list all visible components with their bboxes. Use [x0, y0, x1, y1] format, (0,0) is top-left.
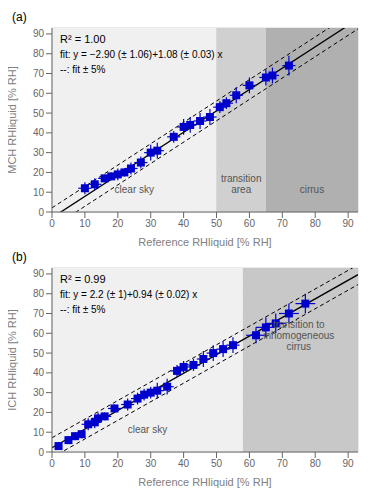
svg-text:30: 30 [145, 458, 157, 469]
svg-text:70: 70 [277, 458, 289, 469]
svg-text:30: 30 [33, 147, 45, 158]
svg-text:10: 10 [33, 427, 45, 438]
svg-text:MCH RHliquid [% RH]: MCH RHliquid [% RH] [8, 66, 18, 174]
html-text:R² = 1.00: R² = 1.00 [60, 33, 106, 45]
html-text:--: fit ± 5%: --: fit ± 5% [60, 64, 106, 75]
svg-text:90: 90 [33, 28, 45, 39]
html-text:--: fit ± 5%: --: fit ± 5% [60, 304, 106, 315]
svg-text:60: 60 [244, 218, 256, 229]
svg-text:transition toinhomogeneouscirr: transition toinhomogeneouscirrus [263, 319, 334, 352]
svg-text:50: 50 [33, 108, 45, 119]
html-text:fit: y = −2.90 (± 1.06)+1.08 (: fit: y = −2.90 (± 1.06)+1.08 (± 0.03) x [60, 49, 223, 60]
html-text:(a): (a) [12, 10, 27, 24]
svg-text:20: 20 [112, 458, 124, 469]
svg-text:0: 0 [38, 447, 44, 458]
svg-text:40: 40 [33, 367, 45, 378]
svg-text:40: 40 [178, 458, 190, 469]
svg-text:20: 20 [112, 218, 124, 229]
svg-text:50: 50 [211, 458, 223, 469]
svg-text:40: 40 [33, 127, 45, 138]
svg-text:70: 70 [33, 308, 45, 319]
svg-text:Reference RHliquid [% RH]: Reference RHliquid [% RH] [138, 476, 271, 488]
svg-text:transitionarea: transitionarea [221, 173, 262, 195]
html-text:R² = 0.99: R² = 0.99 [60, 273, 106, 285]
svg-text:30: 30 [145, 218, 157, 229]
html-text:fit: y = 2.2 (± 1)+0.94 (± 0.0: fit: y = 2.2 (± 1)+0.94 (± 0.02) x [60, 289, 198, 300]
svg-text:80: 80 [310, 218, 322, 229]
svg-text:60: 60 [33, 88, 45, 99]
svg-text:20: 20 [33, 167, 45, 178]
svg-text:40: 40 [178, 218, 190, 229]
svg-text:80: 80 [310, 458, 322, 469]
svg-text:80: 80 [33, 288, 45, 299]
svg-text:60: 60 [33, 328, 45, 339]
svg-text:cirrus: cirrus [300, 184, 324, 195]
svg-text:90: 90 [343, 458, 355, 469]
svg-text:0: 0 [38, 207, 44, 218]
svg-text:Reference RHliquid [% RH]: Reference RHliquid [% RH] [138, 236, 271, 248]
svg-text:20: 20 [33, 407, 45, 418]
svg-text:90: 90 [33, 268, 45, 279]
svg-text:ICH RHliquid [% RH]: ICH RHliquid [% RH] [8, 309, 18, 410]
svg-text:80: 80 [33, 48, 45, 59]
svg-text:90: 90 [343, 218, 355, 229]
svg-text:70: 70 [33, 68, 45, 79]
svg-text:70: 70 [277, 218, 289, 229]
html-text:(b): (b) [12, 250, 27, 264]
svg-text:50: 50 [211, 218, 223, 229]
svg-text:30: 30 [33, 387, 45, 398]
svg-text:50: 50 [33, 348, 45, 359]
svg-text:clear sky: clear sky [128, 424, 167, 435]
svg-text:clear sky: clear sky [115, 184, 154, 195]
svg-text:0: 0 [49, 458, 55, 469]
svg-text:0: 0 [49, 218, 55, 229]
svg-text:10: 10 [33, 187, 45, 198]
svg-text:60: 60 [244, 458, 256, 469]
svg-text:10: 10 [79, 218, 91, 229]
svg-text:10: 10 [79, 458, 91, 469]
